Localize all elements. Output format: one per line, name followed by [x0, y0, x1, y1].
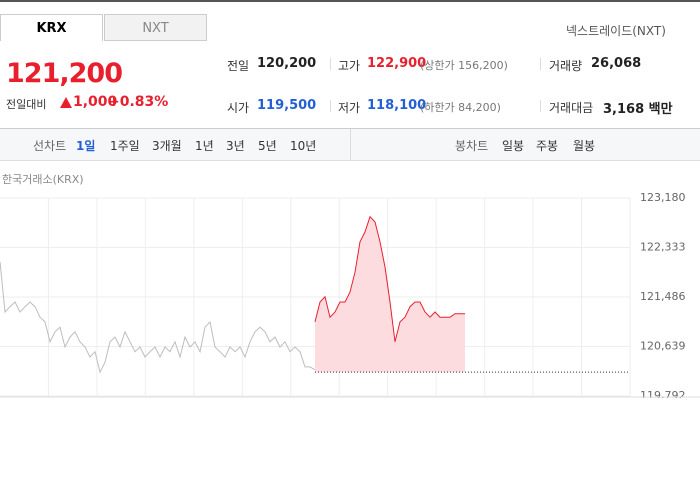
stat-value: 119,500	[257, 98, 317, 113]
period-button[interactable]: 3개월	[152, 139, 182, 153]
stat-label: 거래대금	[549, 101, 594, 115]
stat-value: 118,100	[367, 98, 427, 113]
stat-value: 120,200	[257, 56, 317, 71]
rate: +0.83%	[108, 94, 169, 110]
period-button[interactable]: 5년	[258, 139, 277, 153]
tab[interactable]: KRX	[0, 14, 103, 41]
change: 1,000	[73, 94, 118, 110]
stat-label: 고가	[338, 59, 361, 73]
price-line	[0, 261, 316, 374]
chart-subtitle: 한국거래소(KRX)	[2, 173, 84, 186]
y-tick-label: 122,333	[640, 241, 686, 254]
period-button[interactable]: 1년	[195, 139, 214, 153]
toolbar-label: 봉차트	[455, 139, 489, 153]
nxt-link[interactable]: 넥스트레이드(NXT)	[566, 24, 666, 38]
stat-label: 전일	[227, 59, 250, 73]
price-line	[314, 215, 465, 342]
y-tick-label: 119,792	[640, 389, 686, 398]
y-tick-label: 121,486	[640, 290, 686, 303]
y-tick-label: 120,639	[640, 340, 686, 353]
period-button[interactable]: 1일	[76, 139, 96, 153]
tab[interactable]: NXT	[104, 14, 207, 41]
candle-button[interactable]: 주봉	[536, 139, 559, 153]
stat-label: 저가	[338, 101, 361, 115]
stat-value: 122,900	[367, 56, 427, 71]
period-button[interactable]: 1주일	[110, 139, 140, 153]
stat-value: 3,168 백만	[603, 102, 673, 117]
stat-note: (상한가 156,200)	[420, 59, 508, 72]
stat-value: 26,068	[591, 56, 642, 71]
period-button[interactable]: 3년	[226, 139, 245, 153]
y-tick-label: 123,180	[640, 191, 686, 204]
toolbar-label: 선차트	[33, 139, 67, 153]
candle-button[interactable]: 월봉	[573, 139, 596, 153]
candle-button[interactable]: 일봉	[502, 139, 525, 153]
price: 121,200	[6, 58, 123, 89]
up-arrow	[60, 97, 72, 108]
area-fill	[315, 216, 465, 373]
stat-note: (하한가 84,200)	[420, 101, 501, 114]
chart: 123,180 122,333 121,486 120,639 119,792	[0, 191, 700, 398]
stat-label: 시가	[227, 101, 250, 115]
period-button[interactable]: 10년	[290, 139, 317, 153]
stat-label: 거래량	[549, 59, 583, 73]
change-label: 전일대비	[6, 98, 47, 111]
